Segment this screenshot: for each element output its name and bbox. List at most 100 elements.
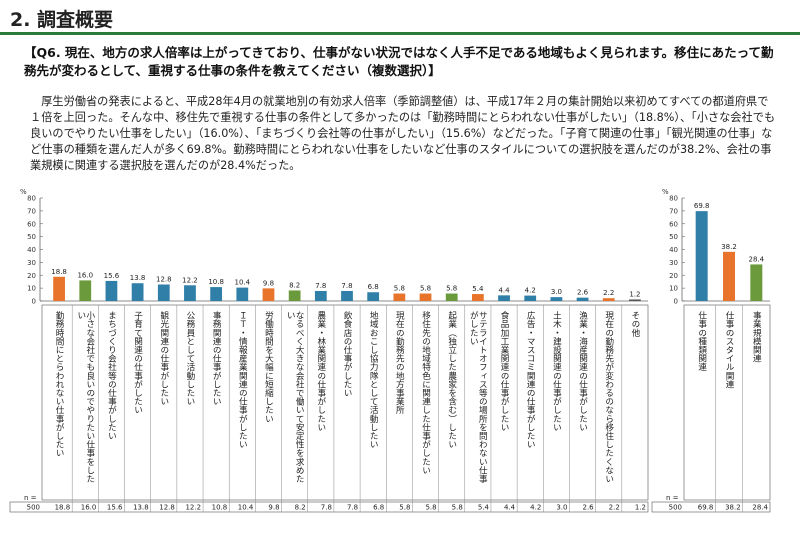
bar [723, 251, 735, 301]
n-value: 500 [669, 504, 682, 512]
y-tick-label: 10 [27, 285, 36, 293]
data-label: 5.8 [420, 285, 431, 293]
y-tick-label: 30 [669, 259, 678, 267]
bar [53, 276, 65, 301]
n-row-frame [9, 501, 649, 513]
n-row-value: 5.8 [399, 504, 410, 512]
category-label: 食品加工業関連の仕事がしたい [499, 310, 509, 432]
category-label: その他 [630, 311, 640, 338]
y-tick-label: 80 [27, 195, 36, 203]
category-label: がしたい [468, 310, 478, 346]
data-label: 7.8 [341, 282, 352, 290]
category-label: 観光関連の仕事がしたい [159, 310, 169, 406]
bar [445, 293, 458, 301]
n-row-value: 5.8 [452, 504, 463, 512]
data-label: 4.4 [498, 286, 510, 294]
bar [131, 283, 144, 301]
category-label: 事務関連の仕事がしたい [211, 310, 221, 406]
y-tick-label: 20 [27, 272, 36, 280]
category-label: ＩＴ・情報産業関連の仕事がしたい [237, 311, 247, 449]
y-tick-label: 20 [669, 272, 678, 280]
data-label: 1.2 [629, 290, 640, 298]
category-label: 労働時間を大幅に短縮したい [263, 310, 273, 423]
data-label: 7.8 [315, 282, 326, 290]
data-label: 6.8 [368, 283, 379, 291]
category-label: 事業規模関連 [751, 310, 761, 364]
category-label: 公務員として活動したい [185, 311, 195, 406]
bar [695, 211, 708, 301]
category-label: 仕事のスタイル関連 [724, 310, 734, 390]
data-label: 12.8 [156, 276, 172, 284]
data-label: 18.8 [51, 268, 67, 276]
data-label: 69.8 [694, 202, 710, 210]
data-label: 8.2 [289, 281, 300, 289]
category-label: 地域おこし協力隊として活動したい [368, 310, 378, 449]
bar [576, 297, 589, 301]
bar [341, 290, 353, 301]
n-row-value: 9.8 [268, 504, 279, 512]
category-label: 広告・マスコミ関連の仕事がしたい [525, 310, 535, 449]
data-label: 38.2 [721, 243, 737, 251]
data-label: 5.8 [446, 285, 457, 293]
n-row-value: 8.2 [295, 504, 306, 512]
category-label: い [285, 311, 295, 320]
y-tick-label: 60 [27, 220, 36, 228]
bar [262, 288, 275, 301]
y-tick-label: 70 [27, 207, 36, 215]
bar [314, 290, 327, 301]
header-rule [0, 32, 800, 35]
y-tick-label: 40 [27, 246, 36, 254]
bar [288, 290, 301, 301]
category-label: 現在の勤務先が変わるのなら移住したくない [604, 311, 614, 483]
data-label: 16.0 [77, 271, 93, 279]
category-label: 起業（独立した農家を含む）したい [447, 311, 457, 449]
bar [471, 294, 484, 301]
n-row-value: 15.6 [107, 504, 123, 512]
n-value: 500 [27, 504, 40, 512]
n-label: n = [666, 494, 679, 502]
n-row-value: 2.2 [609, 504, 620, 512]
category-label: 移住先の地域特色に関連した仕事がしたい [421, 310, 431, 475]
n-row-value: 2.6 [583, 504, 595, 512]
data-label: 2.2 [603, 289, 614, 297]
n-row-value: 5.8 [425, 504, 436, 512]
y-tick-label: 0 [32, 298, 36, 306]
y-tick-label: 40 [669, 246, 678, 254]
category-label: 勤務時間にとらわれない仕事がしたい [54, 310, 64, 458]
bar [524, 295, 537, 301]
data-label: 10.8 [208, 278, 224, 286]
bar [105, 280, 118, 301]
category-label: なるべく大きな会社で働いて安定性を求めた [294, 311, 304, 483]
category-label: 農業・林業関連の仕事がしたい [316, 310, 326, 432]
summary-paragraph: 厚生労働省の発表によると、平成28年4月の就業地別の有効求人倍率（季節調整値）は… [30, 95, 776, 172]
category-label: 飲食店の仕事がしたい [342, 310, 352, 397]
n-row-frame [651, 501, 771, 513]
y-tick-label: 0 [674, 298, 678, 306]
n-row-value: 28.4 [752, 504, 768, 512]
n-row-value: 18.8 [55, 504, 71, 512]
n-row-value: 1.2 [635, 504, 646, 512]
n-row-value: 4.4 [504, 504, 516, 512]
data-label: 28.4 [749, 255, 765, 263]
n-row-value: 38.2 [725, 504, 741, 512]
y-tick-label: 50 [27, 233, 36, 241]
n-row-value: 4.2 [530, 504, 541, 512]
category-label: まちづくり会社等の仕事がしたい [106, 311, 116, 440]
bar [629, 299, 641, 301]
page-title: 2. 調査概要 [10, 9, 114, 31]
bar [367, 292, 380, 301]
category-label: 小さな会社でも良いのでやりたい仕事をした [85, 311, 95, 483]
bar [750, 264, 763, 301]
bar [550, 297, 563, 301]
y-tick-label: 30 [27, 259, 36, 267]
data-label: 15.6 [104, 272, 120, 280]
n-row-value: 3.0 [556, 504, 567, 512]
y-tick-label: 70 [669, 207, 678, 215]
data-label: 5.8 [394, 285, 405, 293]
n-label: n = [24, 494, 37, 502]
category-frame [683, 304, 771, 501]
bar [79, 280, 92, 301]
n-row-value: 16.0 [81, 504, 97, 512]
data-label: 12.2 [182, 276, 198, 284]
